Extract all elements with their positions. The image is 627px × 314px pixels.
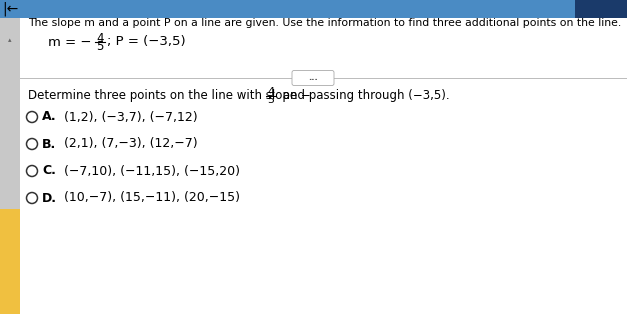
Text: 4: 4 <box>97 31 103 45</box>
Text: D.: D. <box>42 192 57 204</box>
Text: B.: B. <box>42 138 56 150</box>
Text: 4: 4 <box>268 87 275 97</box>
FancyBboxPatch shape <box>0 18 20 314</box>
Text: |←: |← <box>2 2 18 16</box>
Text: (10,−7), (15,−11), (20,−15): (10,−7), (15,−11), (20,−15) <box>56 192 240 204</box>
FancyBboxPatch shape <box>0 209 20 314</box>
Text: m = −: m = − <box>48 35 92 48</box>
Text: The slope m and a point P on a line are given. Use the information to find three: The slope m and a point P on a line are … <box>28 18 621 28</box>
Text: and passing through (−3,5).: and passing through (−3,5). <box>279 89 450 102</box>
FancyBboxPatch shape <box>20 18 627 314</box>
Text: (2,1), (7,−3), (12,−7): (2,1), (7,−3), (12,−7) <box>56 138 198 150</box>
Text: (−7,10), (−11,15), (−15,20): (−7,10), (−11,15), (−15,20) <box>56 165 240 177</box>
Text: ...: ... <box>308 73 318 83</box>
FancyBboxPatch shape <box>0 0 627 18</box>
FancyBboxPatch shape <box>292 71 334 85</box>
Text: 5: 5 <box>97 40 103 52</box>
FancyBboxPatch shape <box>575 0 627 18</box>
Text: ▴: ▴ <box>8 37 12 43</box>
Text: (1,2), (−3,7), (−7,12): (1,2), (−3,7), (−7,12) <box>56 111 198 123</box>
Text: 5: 5 <box>268 95 275 105</box>
Text: Determine three points on the line with slope −: Determine three points on the line with … <box>28 89 311 102</box>
Text: C.: C. <box>42 165 56 177</box>
Text: A.: A. <box>42 111 56 123</box>
Text: ; P = (−3,5): ; P = (−3,5) <box>107 35 186 48</box>
